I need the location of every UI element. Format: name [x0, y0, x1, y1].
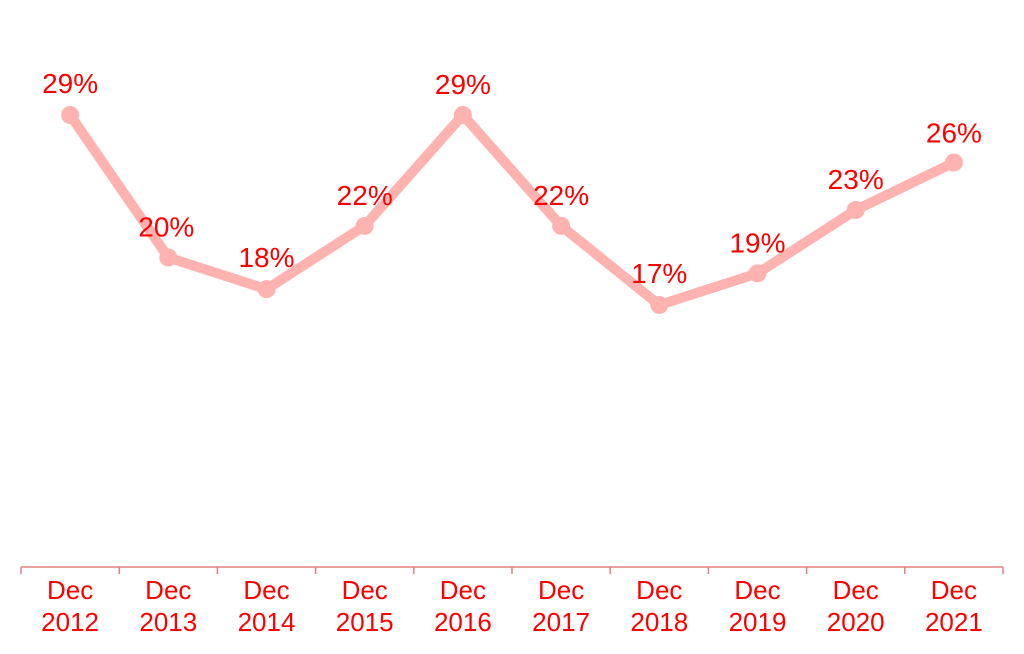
x-tick-label: Dec 2016	[434, 575, 492, 637]
data-point	[944, 153, 963, 172]
data-label: 20%	[138, 212, 194, 243]
x-tick-label: Dec 2015	[336, 575, 394, 637]
x-tick-label: Dec 2014	[238, 575, 296, 637]
data-label: 18%	[238, 242, 294, 273]
data-label: 26%	[926, 118, 982, 149]
data-point	[159, 248, 178, 267]
data-label: 29%	[42, 68, 98, 99]
x-tick-label: Dec 2021	[925, 575, 983, 637]
x-tick-label: Dec 2020	[827, 575, 885, 637]
x-tick-label: Dec 2017	[532, 575, 590, 637]
data-label: 22%	[337, 180, 393, 211]
data-point	[61, 106, 80, 124]
data-point	[257, 280, 276, 299]
data-point	[650, 296, 669, 314]
data-label: 19%	[729, 227, 785, 258]
x-tick-label: Dec 2019	[729, 575, 787, 637]
x-tick-label: Dec 2013	[139, 575, 197, 637]
series-markers	[61, 106, 963, 314]
series-line	[65, 110, 959, 310]
data-point	[355, 216, 374, 235]
x-tick-label: Dec 2018	[630, 575, 688, 637]
data-label: 17%	[631, 258, 687, 289]
data-label: 29%	[435, 69, 491, 100]
data-point	[552, 216, 571, 235]
data-labels: 29% 20% 18% 22% 29% 22% 17% 19% 23% 26%	[42, 68, 982, 289]
data-point	[453, 106, 472, 124]
data-label: 22%	[533, 180, 589, 211]
data-point	[748, 264, 767, 283]
data-label: 23%	[828, 164, 884, 195]
x-tick-labels: Dec 2012 Dec 2013 Dec 2014 Dec 2015 Dec 2016 Dec 20…	[41, 575, 983, 637]
series-line-group	[65, 110, 959, 310]
data-point	[846, 201, 865, 219]
x-axis	[20, 566, 1004, 574]
x-tick-label: Dec 2012	[41, 575, 99, 637]
